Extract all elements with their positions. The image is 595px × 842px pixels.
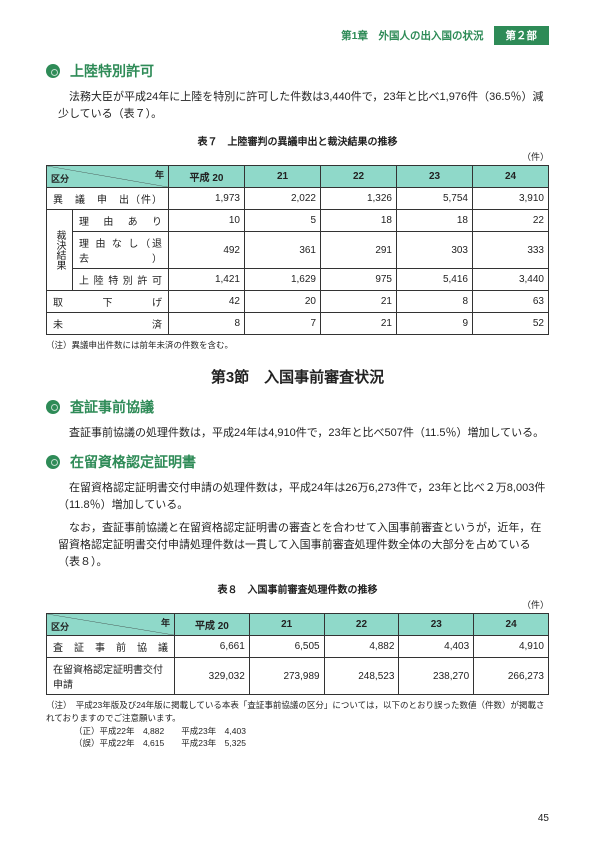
table7-year: 平成 20 <box>169 166 245 188</box>
part-badge: 第２部 <box>494 26 550 45</box>
table8-corner: 年 区分 <box>47 614 175 636</box>
section-zairyu-body2: なお，査証事前協議と在留資格認定証明書の審査とを合わせて入国事前審査というが，近… <box>58 520 547 571</box>
table-row: 上 陸 特 別 許 可 1,4211,6299755,4163,440 <box>47 269 549 291</box>
table7-year: 23 <box>397 166 473 188</box>
table-row: 理 由 な し（退 去） 492361291303333 <box>47 232 549 269</box>
table7-corner: 年 区分 <box>47 166 169 188</box>
table8-year: 23 <box>399 614 474 636</box>
table8: 年 区分 平成 20 21 22 23 24 査 証 事 前 協 議 6,661… <box>46 613 549 695</box>
table8-note: （注） 平成23年版及び24年版に掲載している本表「査証事前協議の区分」について… <box>46 699 549 750</box>
bullet-icon <box>46 400 60 414</box>
table7-caption: 表７ 上陸審判の異議申出と裁決結果の推移 <box>46 133 549 148</box>
table7-year: 24 <box>473 166 549 188</box>
table8-header-row: 年 区分 平成 20 21 22 23 24 <box>47 614 549 636</box>
section-zairyu-heading: 在留資格認定証明書 <box>46 452 549 472</box>
table-row: 査 証 事 前 協 議 6,6616,5054,8824,4034,910 <box>47 636 549 658</box>
page-header: 第1章 外国人の出入国の状況 第２部 <box>46 26 549 45</box>
table-row: 裁決結果 理 由 あ り 105181822 <box>47 210 549 232</box>
table8-year: 21 <box>249 614 324 636</box>
table-row: 取 下 げ 422021863 <box>47 291 549 313</box>
bullet-icon <box>46 455 60 469</box>
table8-year: 平成 20 <box>175 614 250 636</box>
bullet-icon <box>46 64 60 78</box>
section-sashou-heading: 査証事前協議 <box>46 397 549 417</box>
table-row: 未 済 8721952 <box>47 313 549 335</box>
table-row: 在留資格認定証明書交付申請 329,032273,989248,523238,2… <box>47 658 549 695</box>
table8-year: 22 <box>324 614 399 636</box>
section-sashou-title: 査証事前協議 <box>70 397 154 417</box>
table7-note: （注）異議申出件数には前年未済の件数を含む。 <box>46 339 549 352</box>
table8-unit: （件） <box>46 598 549 611</box>
table7-year: 22 <box>321 166 397 188</box>
table8-caption: 表８ 入国事前審査処理件数の推移 <box>46 581 549 596</box>
section-sashou-body: 査証事前協議の処理件数は，平成24年は4,910件で，23年と比べ507件（11… <box>58 425 547 442</box>
table7-year: 21 <box>245 166 321 188</box>
chapter-label: 第1章 外国人の出入国の状況 <box>341 28 483 43</box>
section-5-heading: 上陸特別許可 <box>46 61 549 81</box>
table7-header-row: 年 区分 平成 20 21 22 23 24 <box>47 166 549 188</box>
section-zairyu-body1: 在留資格認定証明書交付申請の処理件数は，平成24年は26万6,273件で，23年… <box>58 480 547 514</box>
table7-unit: （件） <box>46 150 549 163</box>
table8-year: 24 <box>474 614 549 636</box>
section-zairyu-title: 在留資格認定証明書 <box>70 452 196 472</box>
table-row: 異 議 申 出（件） 1,973 2,022 1,326 5,754 3,910 <box>47 188 549 210</box>
page-number: 45 <box>538 813 549 824</box>
section-5-body: 法務大臣が平成24年に上陸を特別に許可した件数は3,440件で，23年と比べ1,… <box>58 89 547 123</box>
section3-title: 第3節 入国事前審査状況 <box>46 366 549 387</box>
section-5-title: 上陸特別許可 <box>70 61 154 81</box>
table7: 年 区分 平成 20 21 22 23 24 異 議 申 出（件） 1,973 … <box>46 165 549 335</box>
